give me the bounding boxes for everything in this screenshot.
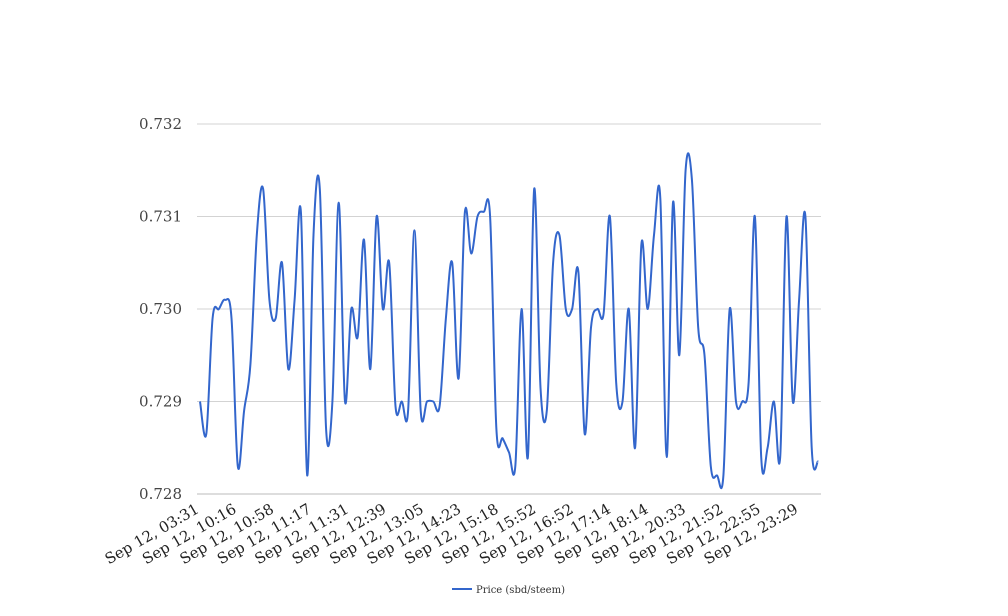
y-tick-label: 0.731 <box>139 208 182 226</box>
series-line-price <box>199 152 819 490</box>
y-tick-label: 0.730 <box>139 300 182 318</box>
y-tick-label: 0.732 <box>139 115 182 133</box>
legend[interactable]: Price (sbd/steem) <box>452 585 565 596</box>
series-lines <box>199 152 819 490</box>
y-axis-tick-labels: 0.728 0.729 0.730 0.731 0.732 <box>139 115 182 503</box>
legend-label: Price (sbd/steem) <box>476 585 565 596</box>
gridlines <box>197 123 821 495</box>
y-tick-label: 0.728 <box>139 485 182 503</box>
y-tick-label: 0.729 <box>139 393 182 411</box>
